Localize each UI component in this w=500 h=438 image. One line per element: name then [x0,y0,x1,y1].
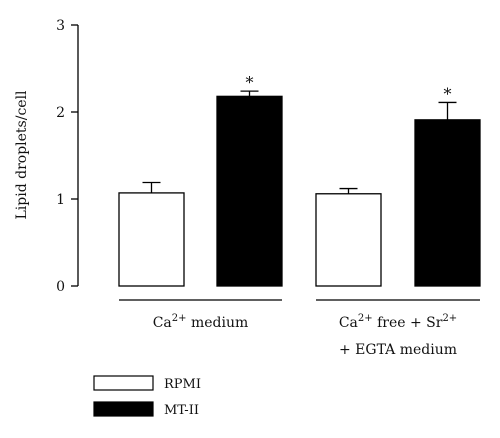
bar-mt-ii-2 [414,119,481,287]
legend-label: RPMI [164,377,201,392]
y-tick-label: 3 [56,18,65,34]
y-axis: 0 1 2 3 Lipid droplets/cell [14,18,79,295]
legend: RPMI MT-II [93,375,201,418]
group-label: + EGTA medium [339,342,457,358]
y-ticks: 0 1 2 3 [56,18,78,295]
legend-swatch-rpmi [93,375,154,391]
y-tick-label: 0 [56,279,65,295]
legend-swatch-mt-ii [93,401,154,417]
bar-rpmi-1 [118,192,185,287]
significance-star: * [246,73,254,92]
group-label: Ca2+ medium [153,313,249,331]
significance-star: * [444,84,452,103]
y-tick-label: 1 [56,192,65,208]
y-axis-label: Lipid droplets/cell [14,90,30,220]
y-tick-label: 2 [56,105,65,121]
bar-rpmi-2 [315,193,382,287]
group-labels: Ca2+ medium Ca2+ free + Sr2+ + EGTA medium [119,299,480,358]
bar-mt-ii-1 [216,95,283,287]
bars: ** [118,73,481,287]
group-label: Ca2+ free + Sr2+ [339,313,457,331]
legend-label: MT-II [164,403,199,418]
